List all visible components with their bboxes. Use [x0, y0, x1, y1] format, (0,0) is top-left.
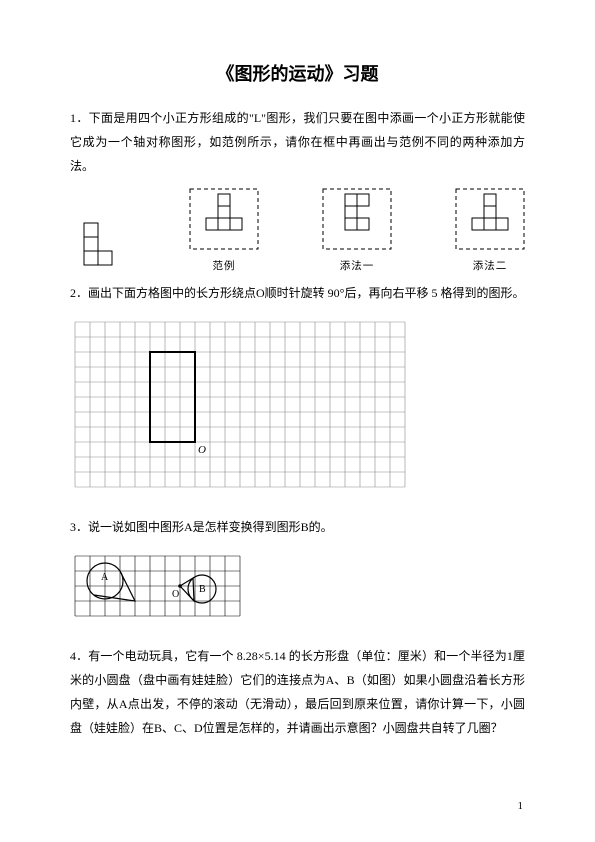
q1-cap-method2: 添法二 [473, 258, 508, 273]
q1-text: 1．下面是用四个小正方形组成的"L"图形，我们只要在图中添画一个小正方形就能使它… [70, 106, 525, 178]
q3-figure: A B O [70, 551, 525, 626]
q3-label-b: B [199, 584, 206, 595]
q1-figures: 范例 添法一 [70, 188, 525, 273]
q2-point-o-label: O [198, 444, 206, 456]
q2-figure: O [70, 317, 525, 497]
q1-fig-method2: 添法二 [455, 188, 525, 273]
q3-text: 3．说一说如图中图形A是怎样变换得到图形B的。 [70, 515, 525, 539]
q1-cap-example: 范例 [213, 258, 236, 273]
q1-cap-method1: 添法一 [340, 258, 375, 273]
q3-label-o: O [172, 589, 179, 600]
q2-gridlines [75, 322, 405, 487]
q4-text: 4．有一个电动玩具，它有一个 8.28×5.14 的长方形盘（单位：厘米）和一个… [70, 644, 525, 740]
page-title: 《图形的运动》习题 [70, 60, 525, 86]
q3-shape-b [180, 575, 216, 603]
l-shape-icon [70, 217, 126, 273]
q1-fig-example: 范例 [189, 188, 259, 273]
q1-fig-L [70, 217, 126, 273]
q3-point-o [178, 584, 182, 588]
q3-label-a: A [101, 572, 109, 583]
q2-text: 2．画出下面方格图中的长方形绕点O顺时针旋转 90°后，再向右平移 5 格得到的… [70, 281, 525, 305]
q1-fig-method1: 添法一 [322, 188, 392, 273]
page-number: 1 [518, 800, 524, 812]
q3-shape-a [87, 563, 135, 601]
